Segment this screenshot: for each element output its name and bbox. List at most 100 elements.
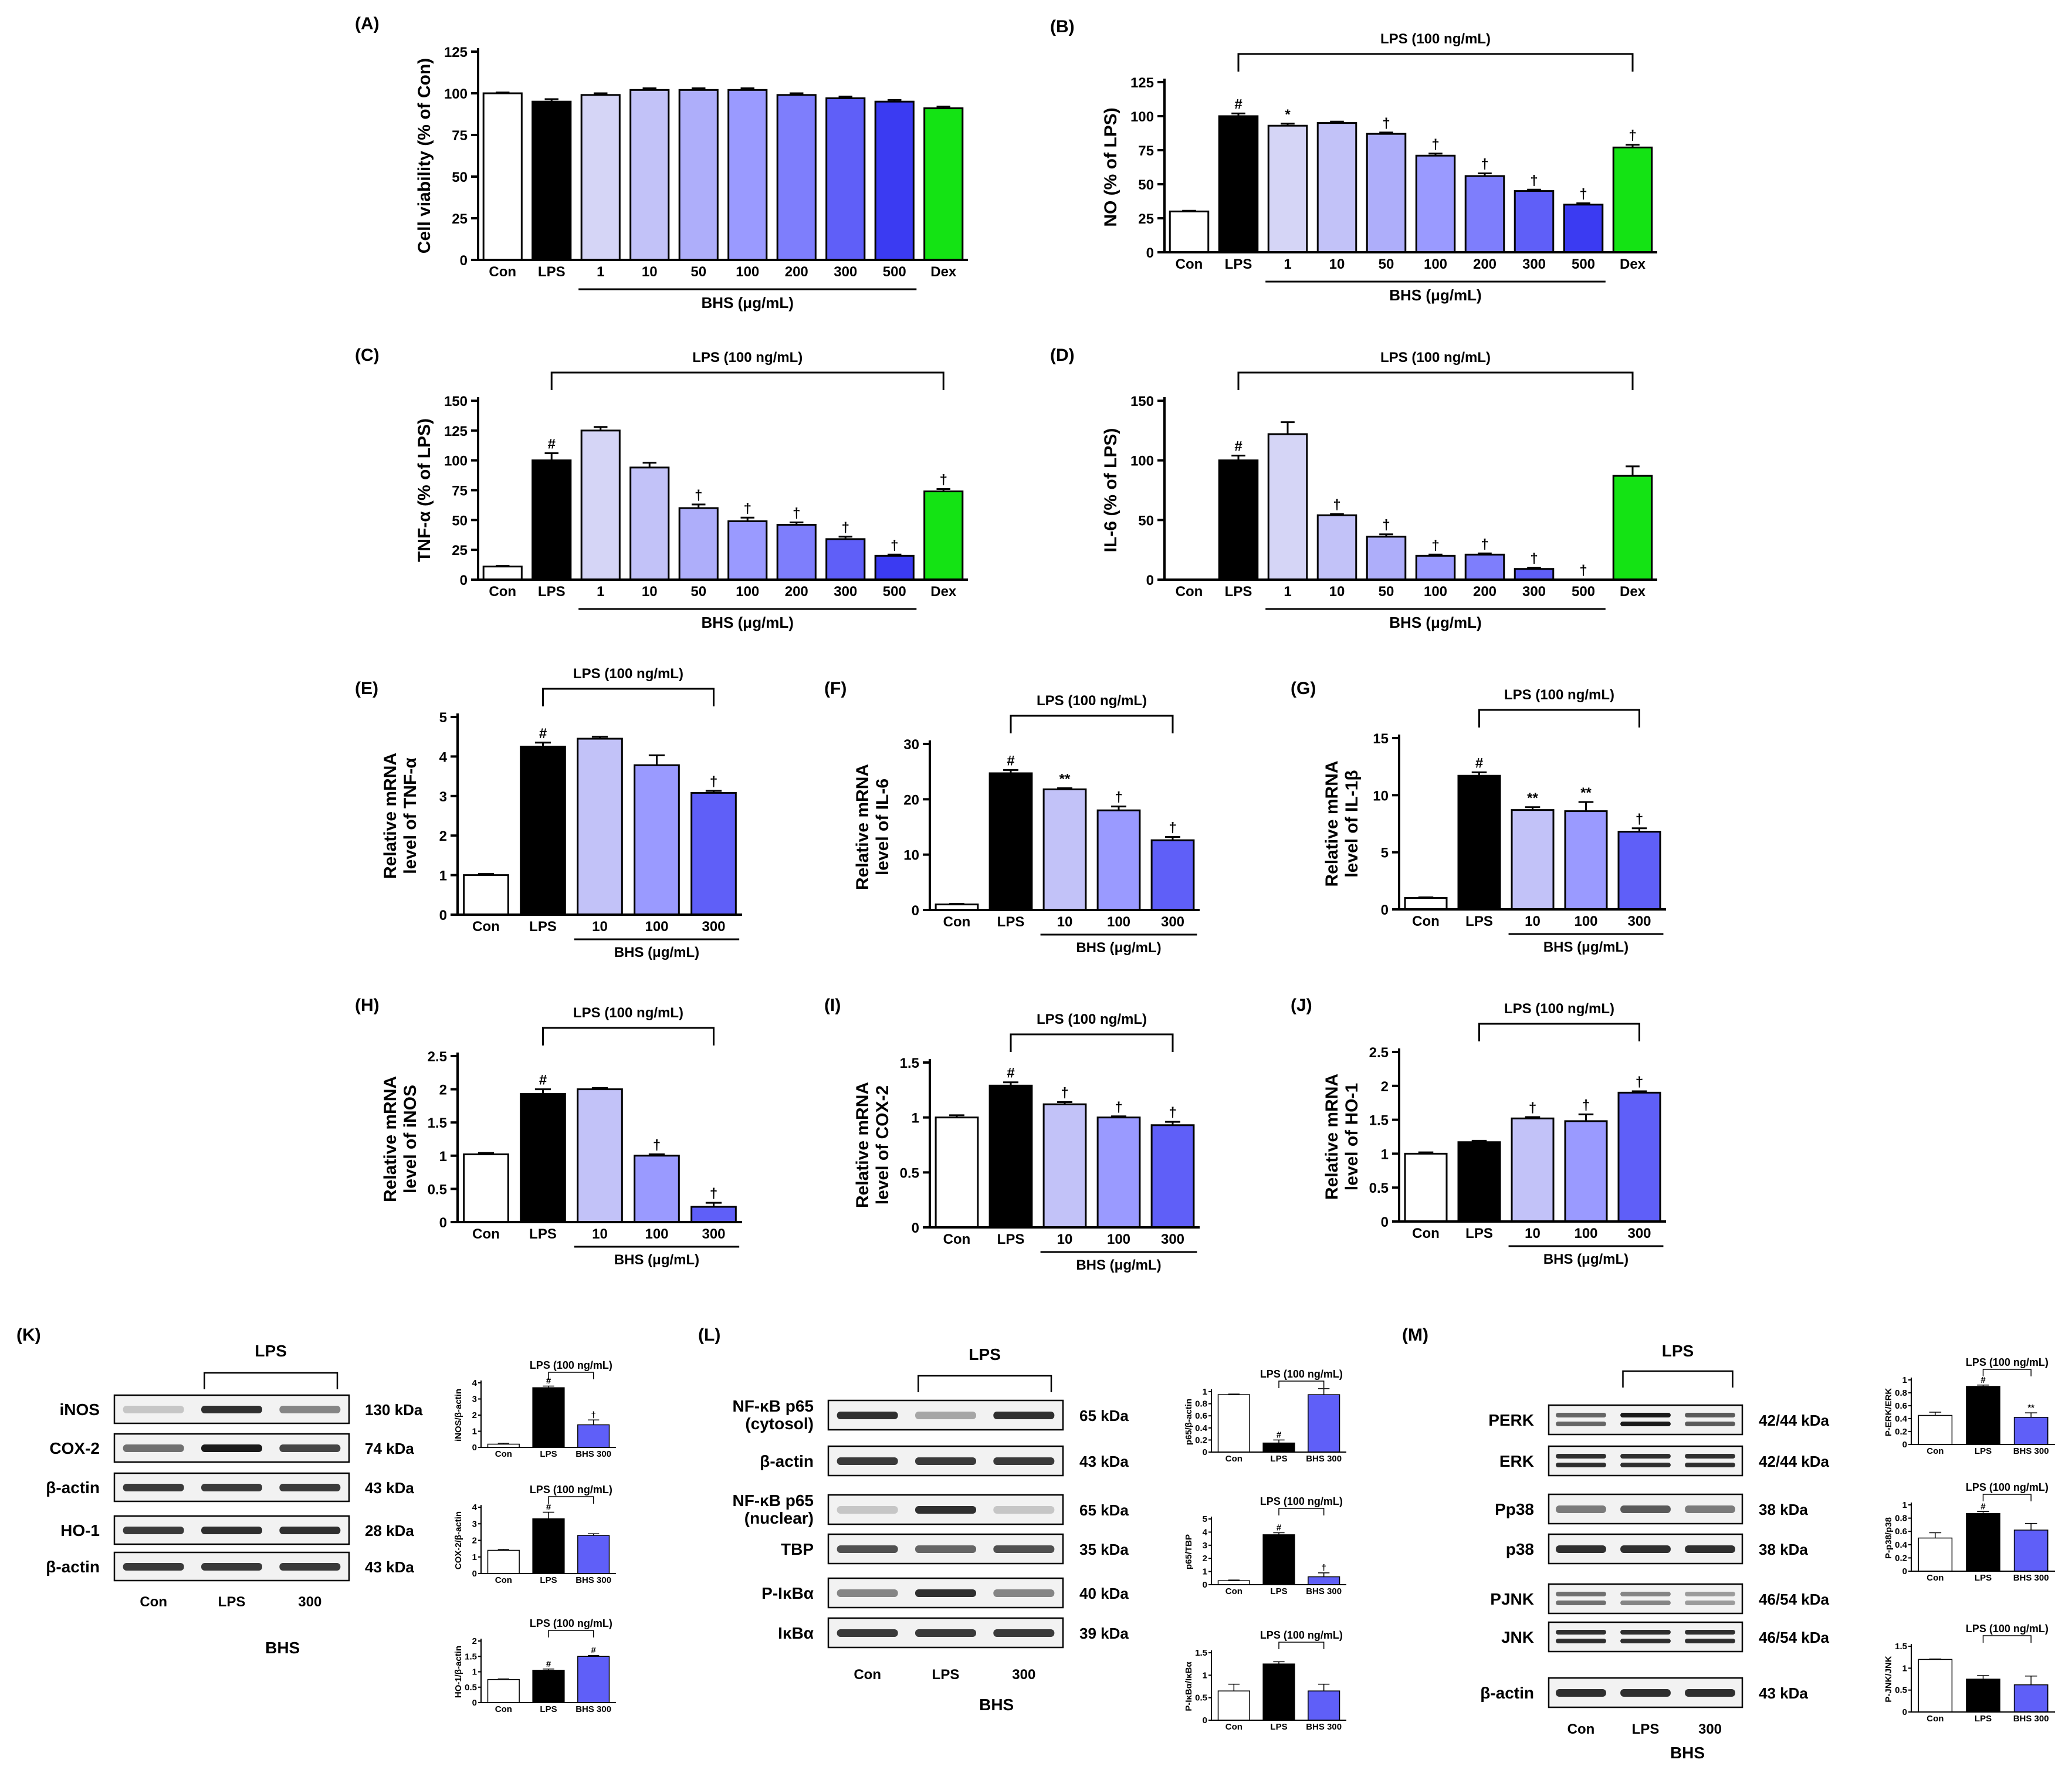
y-tick-label: 2	[1381, 1079, 1389, 1095]
y-tick-label: 0.6	[1195, 1411, 1207, 1421]
y-axis-label: level of IL-1β	[1342, 770, 1362, 877]
x-tick-label: BHS 300	[2013, 1714, 2049, 1724]
bar-10	[629, 89, 670, 261]
y-tick-label: 2	[1203, 1554, 1207, 1564]
bar-LPS	[1262, 1442, 1295, 1453]
bar-Con	[1918, 1659, 1953, 1713]
y-tick-label: 25	[452, 543, 468, 559]
significance-mark: #	[1234, 96, 1242, 112]
chart-K3: Con # LPS # BHS 300 0 0.5 1 1.5 2 HO-1/β-actin LPS …	[453, 1618, 616, 1714]
y-axis-label: level of HO-1	[1342, 1083, 1362, 1190]
bar-LPS	[1457, 1141, 1501, 1223]
lane-label: Con	[1567, 1721, 1595, 1737]
western-blot-panel: (M) LPS PERK 42/44 kDa ERK 42/44 kDa Pp38 38 kD…	[1402, 1325, 1830, 1762]
blot-row-label: COX-2	[49, 1439, 100, 1457]
y-tick-label: 0.5	[465, 1683, 477, 1693]
y-tick-label: 1.5	[900, 1055, 919, 1071]
x-tick-label: 1	[1284, 584, 1291, 600]
x-tick-label: LPS	[997, 1231, 1025, 1247]
blot-row-label: β-actin	[760, 1452, 814, 1470]
y-tick-label: 1	[439, 1149, 447, 1165]
significance-mark: †	[1333, 497, 1340, 513]
significance-mark: #	[1007, 753, 1014, 769]
significance-mark: †	[1115, 1099, 1122, 1115]
bar-300	[1150, 1124, 1195, 1229]
y-axis-label: p65/TBP	[1184, 1534, 1194, 1569]
y-tick-label: 0	[439, 908, 447, 923]
x-tick-label: Dex	[930, 584, 957, 600]
y-tick-label: 15	[1373, 731, 1389, 747]
y-tick-label: 0	[912, 1220, 919, 1236]
bhs-group-label: BHS (μg/mL)	[1076, 1257, 1161, 1273]
blot-band	[1685, 1592, 1735, 1596]
y-tick-label: 75	[452, 483, 468, 499]
panel-label: (L)	[698, 1325, 720, 1345]
x-tick-label: 10	[1525, 1226, 1541, 1241]
panel-label: (H)	[355, 996, 380, 1015]
significance-mark: †	[1579, 186, 1587, 202]
y-tick-label: 0.6	[1895, 1527, 1907, 1537]
x-tick-label: Con	[1225, 1586, 1242, 1596]
significance-mark: #	[1007, 1065, 1014, 1081]
significance-mark: †	[695, 488, 702, 503]
bhs-group-label: BHS (μg/mL)	[614, 945, 699, 960]
y-axis-label: p65/β-actin	[1184, 1399, 1194, 1445]
bar-Con	[1169, 210, 1210, 253]
molecular-weight: 42/44 kDa	[1759, 1412, 1830, 1429]
blot-band	[915, 1629, 976, 1637]
bar-Con	[463, 874, 509, 916]
blot-band	[915, 1589, 976, 1597]
x-tick-label: Con	[943, 1231, 971, 1247]
y-tick-label: 125	[444, 424, 468, 439]
y-axis-label: P-p38/p38	[1884, 1517, 1894, 1559]
y-tick-label: 50	[452, 513, 468, 529]
x-tick-label: 1	[597, 584, 604, 600]
y-tick-label: 0	[1902, 1707, 1907, 1717]
x-tick-label: Con	[472, 919, 500, 935]
chart-B: (B) Con # LPS * 1 10 † 50 † 100 † 200 † 300 † 500 † Dex 0 25…	[1050, 17, 1657, 304]
y-tick-label: 0	[1146, 245, 1154, 261]
blot-band	[1685, 1454, 1735, 1459]
lps-header: LPS	[1662, 1342, 1694, 1360]
blot-row-label: Pp38	[1495, 1500, 1534, 1518]
lps-bracket	[1982, 1635, 2032, 1643]
y-axis-label: Relative mRNA	[853, 1082, 872, 1208]
x-tick-label: 300	[1161, 914, 1184, 930]
bar-LPS	[1262, 1663, 1295, 1721]
blot-row-label: β-actin	[46, 1558, 100, 1576]
bar-300	[1617, 831, 1661, 911]
lps-bracket-label: LPS (100 ng/mL)	[1260, 1495, 1343, 1507]
bar-LPS	[1262, 1534, 1295, 1585]
panel-label: (F)	[824, 679, 847, 698]
x-tick-label: 100	[645, 919, 668, 935]
lps-bracket-label: LPS (100 ng/mL)	[1966, 1356, 2049, 1368]
blot-band	[279, 1444, 341, 1452]
bar-200	[776, 94, 817, 261]
molecular-weight: 35 kDa	[1079, 1541, 1129, 1558]
molecular-weight: 43 kDa	[365, 1558, 414, 1576]
bar-10	[1511, 1117, 1555, 1223]
panel-label: (J)	[1291, 996, 1312, 1015]
bhs-group-label: BHS (μg/mL)	[614, 1252, 699, 1268]
bar-LPS	[520, 1093, 566, 1223]
bar-100	[1415, 154, 1456, 253]
blot-band	[1620, 1545, 1671, 1553]
panel-label: (D)	[1050, 346, 1075, 365]
blot-row-label: NF-κB p65	[732, 1397, 814, 1415]
y-tick-label: 0	[472, 1443, 477, 1453]
lps-bracket	[550, 371, 944, 390]
bhs-group-label: BHS (μg/mL)	[1543, 939, 1629, 955]
significance-mark: †	[1431, 137, 1439, 153]
molecular-weight: 38 kDa	[1759, 1541, 1808, 1558]
chart-L3: Con LPS BHS 300 0 0.5 1 1.5P-IκBα/IκBα LPS (100…	[1184, 1629, 1346, 1732]
bar-100	[1564, 810, 1608, 911]
x-tick-label: Con	[489, 264, 516, 280]
significance-mark: #	[1277, 1430, 1282, 1440]
blot-band	[993, 1457, 1055, 1465]
blot-strip	[1548, 1621, 1743, 1653]
y-tick-label: 2	[472, 1636, 477, 1646]
bar-1	[580, 429, 621, 581]
x-tick-label: Dex	[1620, 584, 1646, 600]
lane-label: LPS	[1632, 1721, 1660, 1737]
bar-LPS	[1966, 1386, 2000, 1445]
